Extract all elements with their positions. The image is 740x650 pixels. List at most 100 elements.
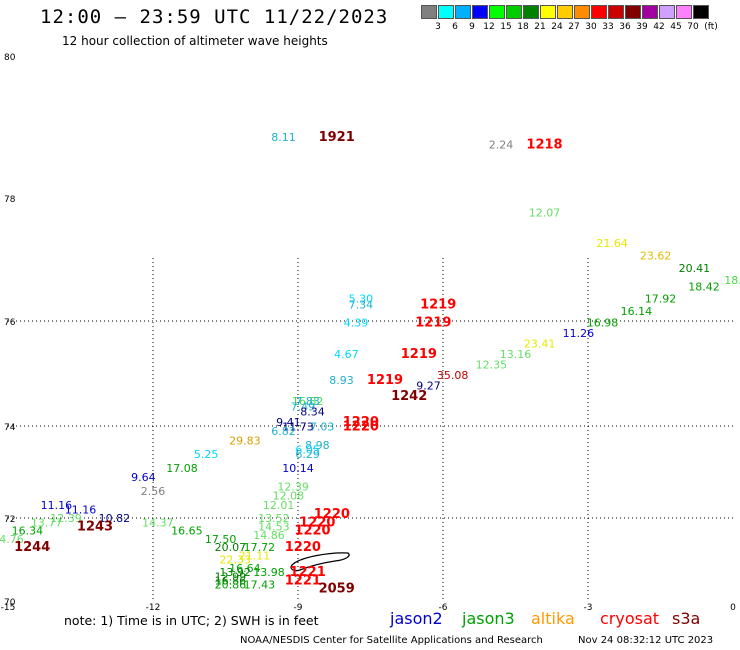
wave-height-value: 17.43 [244, 579, 276, 592]
wave-height-value: 14.53 [258, 520, 290, 533]
x-tick-label: 0 [730, 603, 736, 613]
scale-label: 39 [636, 22, 648, 32]
scale-swatch [676, 5, 692, 19]
chart-subtitle: 12 hour collection of altimeter wave hei… [62, 34, 328, 48]
wave-height-value: 17.72 [244, 541, 276, 554]
pass-time-label: 1242 [391, 389, 427, 404]
scale-swatch [489, 5, 505, 19]
scale-label: 6 [452, 22, 458, 32]
pass-time-label: 1219 [367, 373, 403, 388]
wave-height-value: 6.05 [295, 444, 320, 457]
x-tick-label: -3 [584, 603, 593, 613]
wave-height-value: 7.83 [295, 395, 320, 408]
wave-height-value: 10.14 [282, 462, 314, 475]
pass-time-label: 1218 [526, 137, 562, 152]
wave-height-value: 5.25 [194, 448, 219, 461]
wave-height-value: 11.73 [282, 421, 314, 434]
scale-swatch [421, 5, 437, 19]
y-tick-label: 80 [4, 53, 16, 63]
wave-height-value: 23.62 [640, 250, 672, 263]
pass-time-label: 1220 [285, 540, 321, 555]
wave-height-value: 14.86 [253, 529, 285, 542]
wave-height-value: 29.83 [229, 434, 261, 447]
scale-label: 70 [687, 22, 699, 32]
pass-time-label: 1219 [415, 315, 451, 330]
wave-height-value: 8.93 [329, 374, 354, 387]
scale-swatch [642, 5, 658, 19]
legend-altika: altika [531, 609, 575, 628]
scale-label: 36 [619, 22, 631, 32]
y-tick-label: 76 [4, 318, 16, 328]
wave-height-value: 12.39 [277, 480, 309, 493]
scale-swatch [455, 5, 471, 19]
wave-height-value: 13.92 [219, 566, 251, 579]
wave-height-value: 20.41 [679, 262, 711, 275]
wave-height-value: 13.98 [253, 566, 285, 579]
wave-height-value: 7.03 [310, 421, 335, 434]
wave-height-value: 12.99 [215, 570, 247, 583]
wave-height-value: 16.64 [229, 562, 261, 575]
scale-label: 12 [483, 22, 495, 32]
wave-height-value: 12.08 [273, 490, 305, 503]
generation-timestamp: Nov 24 08:32:12 UTC 2023 [578, 635, 714, 646]
wave-height-value: 6.82 [271, 425, 296, 438]
wave-height-value: 11.16 [41, 499, 73, 512]
wave-height-value: 9.27 [416, 379, 441, 392]
wave-height-value: 8.98 [305, 439, 330, 452]
scale-swatch [693, 5, 709, 19]
wave-height-value: 4.39 [344, 316, 369, 329]
pass-time-label: 1243 [77, 519, 113, 534]
y-tick-label: 78 [4, 195, 16, 205]
pass-time-label: 1220 [294, 524, 330, 539]
scale-swatch [591, 5, 607, 19]
pass-time-label: 1220 [343, 420, 379, 435]
x-tick-label: -12 [146, 603, 161, 613]
footer-note: note: 1) Time is in UTC; 2) SWH is in fe… [64, 613, 319, 628]
y-tick-label: 74 [4, 423, 16, 433]
scale-label: 3 [435, 22, 441, 32]
legend-jason2: jason2 [390, 609, 443, 628]
scale-unit: (ft) [704, 22, 718, 32]
credit-line: NOAA/NESDIS Center for Satellite Applica… [240, 635, 543, 646]
scale-label: 18 [517, 22, 529, 32]
wave-height-value: 18.42 [688, 280, 720, 293]
scale-label: 33 [602, 22, 614, 32]
wave-height-value: 11.16 [65, 503, 97, 516]
wave-height-value: 12.07 [529, 206, 561, 219]
wave-height-value: 7.34 [349, 299, 374, 312]
scale-label: 9 [469, 22, 475, 32]
scale-label: 42 [653, 22, 665, 32]
wave-height-value: 4.67 [334, 348, 359, 361]
pass-time-label: 1244 [14, 540, 50, 555]
y-tick-label: 72 [4, 515, 15, 525]
scale-label: 45 [670, 22, 682, 32]
wave-height-value: 16.82 [292, 395, 324, 408]
x-tick-label: -6 [439, 603, 448, 613]
wave-height-value: 16.34 [12, 525, 44, 538]
wave-height-value: 7.49 [291, 400, 316, 413]
wave-height-value: 14.37 [142, 516, 174, 529]
pass-time-label: 1219 [420, 298, 456, 313]
wave-height-value: 17.08 [166, 462, 198, 475]
scale-swatch [540, 5, 556, 19]
wave-height-value: 20.86 [215, 579, 247, 592]
legend-jason3: jason3 [462, 609, 515, 628]
pass-time-label: 1220 [343, 415, 379, 430]
wave-height-value: 10.82 [99, 512, 131, 525]
pass-time-label: 1221 [285, 573, 321, 588]
wave-height-value: 20.07 [215, 541, 247, 554]
scale-label: 30 [585, 22, 597, 32]
scale-label: 24 [551, 22, 563, 32]
wave-height-value: 21.64 [596, 237, 628, 250]
wave-height-value: 2.56 [141, 485, 166, 498]
legend-s3a: s3a [672, 609, 701, 628]
wave-height-value: 11.26 [563, 327, 595, 340]
pass-time-label: 1219 [401, 347, 437, 362]
chart-title: 12:00 – 23:59 UTC 11/22/2023 [40, 6, 389, 28]
scale-swatch [625, 5, 641, 19]
wave-height-value: 9.41 [276, 416, 301, 429]
scale-swatch [557, 5, 573, 19]
legend-cryosat: cryosat [600, 609, 660, 628]
x-tick-label: -15 [1, 603, 16, 613]
